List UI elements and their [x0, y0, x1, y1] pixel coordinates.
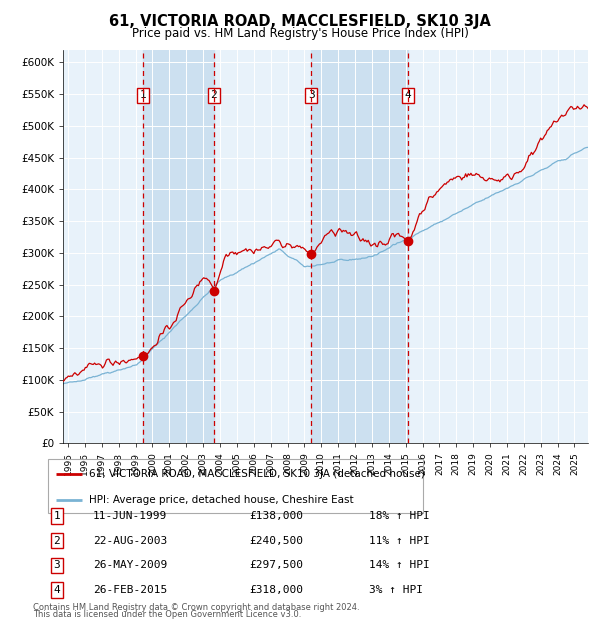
Text: 1: 1 [53, 511, 61, 521]
Text: This data is licensed under the Open Government Licence v3.0.: This data is licensed under the Open Gov… [33, 610, 301, 619]
Text: Contains HM Land Registry data © Crown copyright and database right 2024.: Contains HM Land Registry data © Crown c… [33, 603, 359, 612]
Text: 26-FEB-2015: 26-FEB-2015 [93, 585, 167, 595]
Text: Price paid vs. HM Land Registry's House Price Index (HPI): Price paid vs. HM Land Registry's House … [131, 27, 469, 40]
Text: 2: 2 [211, 91, 217, 100]
Text: 61, VICTORIA ROAD, MACCLESFIELD, SK10 3JA: 61, VICTORIA ROAD, MACCLESFIELD, SK10 3J… [109, 14, 491, 29]
Text: £240,500: £240,500 [249, 536, 303, 546]
Text: 26-MAY-2009: 26-MAY-2009 [93, 560, 167, 570]
Text: 2: 2 [53, 536, 61, 546]
Text: 61, VICTORIA ROAD, MACCLESFIELD, SK10 3JA (detached house): 61, VICTORIA ROAD, MACCLESFIELD, SK10 3J… [89, 469, 425, 479]
Text: 3: 3 [53, 560, 61, 570]
Text: 14% ↑ HPI: 14% ↑ HPI [369, 560, 430, 570]
Text: 18% ↑ HPI: 18% ↑ HPI [369, 511, 430, 521]
Bar [143, 50, 214, 443]
Text: 11-JUN-1999: 11-JUN-1999 [93, 511, 167, 521]
Text: 3: 3 [308, 91, 314, 100]
Bar [311, 50, 408, 443]
Text: 4: 4 [405, 91, 412, 100]
Text: £318,000: £318,000 [249, 585, 303, 595]
Text: £138,000: £138,000 [249, 511, 303, 521]
Text: 4: 4 [53, 585, 61, 595]
Text: 3% ↑ HPI: 3% ↑ HPI [369, 585, 423, 595]
Text: 22-AUG-2003: 22-AUG-2003 [93, 536, 167, 546]
Text: HPI: Average price, detached house, Cheshire East: HPI: Average price, detached house, Ches… [89, 495, 354, 505]
Text: 1: 1 [140, 91, 146, 100]
Text: £297,500: £297,500 [249, 560, 303, 570]
Text: 11% ↑ HPI: 11% ↑ HPI [369, 536, 430, 546]
